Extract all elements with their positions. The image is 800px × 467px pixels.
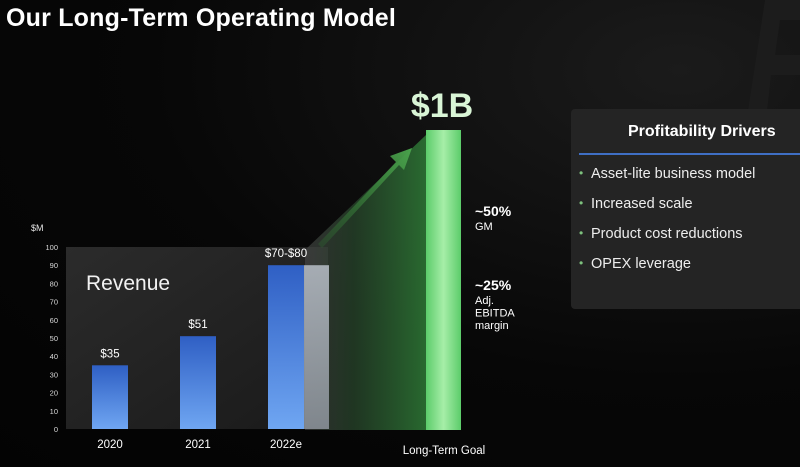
panel-title: Profitability Drivers [628, 123, 776, 140]
bullet-icon: • [579, 256, 584, 270]
slide-title: Our Long-Term Operating Model [6, 4, 397, 32]
y-tick-label: 70 [50, 298, 58, 307]
y-tick-label: 10 [50, 407, 58, 416]
annotation-text: margin [475, 320, 509, 332]
driver-label: OPEX leverage [591, 256, 691, 272]
y-axis-unit: $M [31, 223, 44, 233]
inset-label: Revenue [86, 272, 170, 295]
y-tick-label: 0 [54, 425, 58, 434]
annotation-text: GM [475, 221, 493, 233]
list-item: • Increased scale [579, 196, 755, 226]
x-tick-label: 2022e [270, 439, 302, 451]
annotation-text: EBITDA [475, 308, 515, 320]
bullet-icon: • [579, 196, 584, 210]
drivers-list: • Asset-lite business model • Increased sc… [579, 166, 755, 286]
data-label: $70-$80 [265, 248, 307, 260]
list-item: • OPEX leverage [579, 256, 755, 286]
y-tick-label: 90 [50, 261, 58, 270]
y-tick-label: 30 [50, 370, 58, 379]
bar-2020 [92, 365, 128, 429]
data-label: $51 [188, 319, 207, 331]
x-tick-label: Long-Term Goal [403, 445, 485, 457]
bar-2022e [268, 265, 304, 429]
list-item: • Asset-lite business model [579, 166, 755, 196]
revenue-chart: $M 0 10 20 30 40 50 60 70 80 90 100 Revenue $35 2020 $5… [31, 87, 515, 457]
y-tick-label: 100 [45, 243, 58, 252]
y-tick-label: 20 [50, 389, 58, 398]
driver-label: Asset-lite business model [591, 166, 756, 182]
driver-label: Product cost reductions [591, 226, 743, 242]
growth-wedge [305, 135, 426, 430]
range-extension-2022e [304, 265, 329, 429]
bar-long-term-goal [426, 130, 461, 430]
annotation-value: ~50% [475, 203, 512, 219]
y-tick-label: 50 [50, 334, 58, 343]
panel-divider [579, 153, 800, 155]
data-label: $35 [100, 348, 119, 360]
y-tick-label: 40 [50, 352, 58, 361]
bullet-icon: • [579, 226, 584, 240]
annotation-text: Adj. [475, 295, 494, 307]
x-tick-label: 2020 [97, 439, 123, 451]
growth-arrow-icon [318, 148, 412, 248]
y-tick-label: 80 [50, 279, 58, 288]
profitability-drivers-panel: Profitability Drivers • Asset-lite busine… [571, 109, 800, 309]
decorative-corner-shape [745, 0, 800, 130]
annotation-value: ~25% [475, 277, 512, 293]
x-tick-label: 2021 [185, 439, 211, 451]
goal-value-label: $1B [411, 87, 473, 125]
driver-label: Increased scale [591, 196, 693, 212]
bar-2021 [180, 336, 216, 429]
list-item: • Product cost reductions [579, 226, 755, 256]
y-tick-label: 60 [50, 316, 58, 325]
bullet-icon: • [579, 166, 584, 180]
